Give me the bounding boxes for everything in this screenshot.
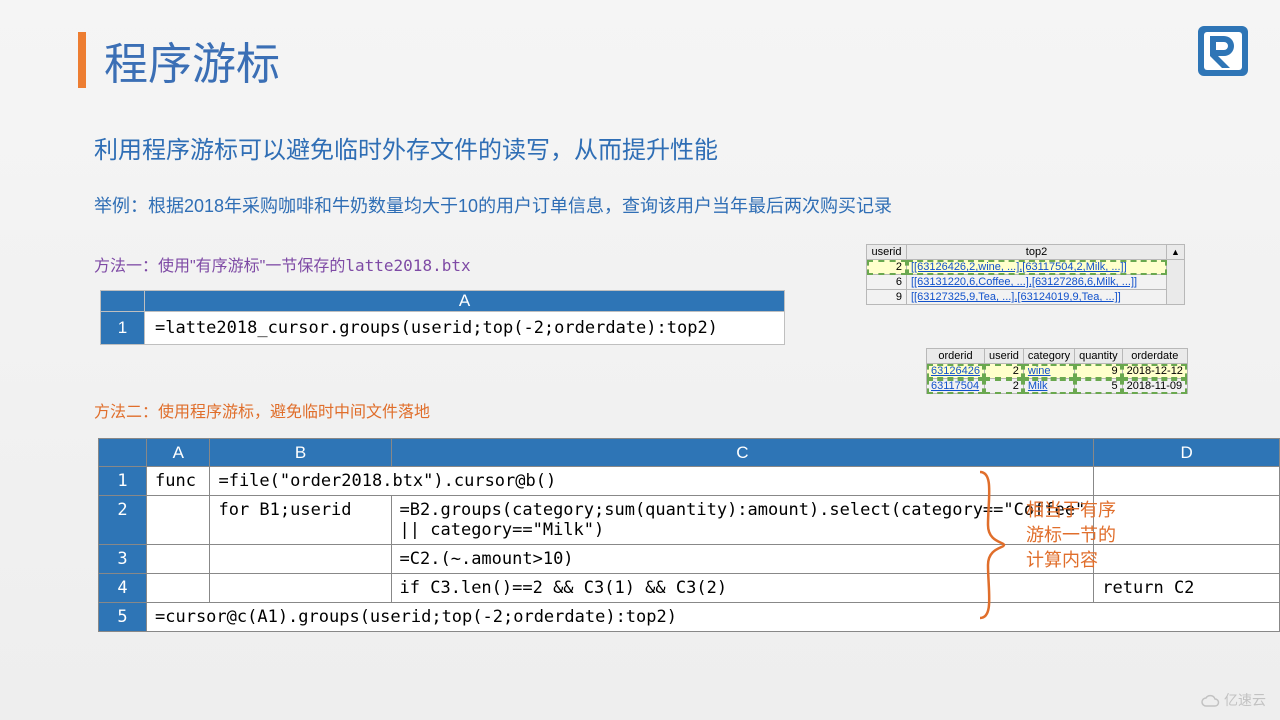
- cell-D2: [1094, 496, 1280, 545]
- cell: 9: [1075, 364, 1123, 379]
- top2-cell[interactable]: [[63127325,9,Tea, ...],[63124019,9,Tea, …: [907, 290, 1167, 305]
- col-quantity: quantity: [1075, 349, 1123, 364]
- result-table-2: orderid userid category quantity orderda…: [926, 348, 1188, 394]
- col-top2: top2: [907, 245, 1167, 260]
- col-orderid: orderid: [927, 349, 985, 364]
- cloud-icon: [1200, 692, 1220, 708]
- col-userid: userid: [984, 349, 1023, 364]
- example-text: 举例：根据2018年采购咖啡和牛奶数量均大于10的用户订单信息，查询该用户当年最…: [94, 192, 892, 218]
- cell[interactable]: 63126426: [927, 364, 985, 379]
- cell: 2: [984, 379, 1023, 394]
- cell-B1: =file("order2018.btx").cursor@b(): [210, 467, 1094, 496]
- method1-prefix: 方法一：使用"有序游标"一节保存的: [94, 258, 345, 275]
- cell-D3: [1094, 545, 1280, 574]
- cell-D1: [1094, 467, 1280, 496]
- cell-A1: func: [147, 467, 210, 496]
- cell-A4: [147, 574, 210, 603]
- result-table-1: userid top2 ▲ 2[[63126426,2,wine, ...],[…: [866, 244, 1185, 305]
- watermark: 亿速云: [1200, 690, 1266, 710]
- col-userid: userid: [867, 245, 907, 260]
- page-title: 程序游标: [104, 28, 280, 92]
- cell-B2: for B1;userid: [210, 496, 391, 545]
- method2-label: 方法二：使用程序游标，避免临时中间文件落地: [94, 398, 430, 422]
- row-num: 1: [101, 312, 145, 345]
- col-orderdate: orderdate: [1122, 349, 1187, 364]
- corner-cell: [99, 439, 147, 467]
- title-wrap: 程序游标: [78, 28, 280, 92]
- cell-A3: [147, 545, 210, 574]
- cell[interactable]: Milk: [1023, 379, 1074, 394]
- scroll-up-icon[interactable]: ▲: [1167, 245, 1185, 260]
- cell[interactable]: wine: [1023, 364, 1074, 379]
- col-A: A: [147, 439, 210, 467]
- top2-cell[interactable]: [[63131220,6,Coffee, ...],[63127286,6,Mi…: [907, 275, 1167, 290]
- cell: 5: [1075, 379, 1123, 394]
- brace-note: 相当于有序 游标一节的 计算内容: [1026, 498, 1116, 574]
- row-num: 5: [99, 603, 147, 632]
- watermark-text: 亿速云: [1224, 690, 1266, 710]
- col-C: C: [391, 439, 1094, 467]
- scrollbar[interactable]: [1167, 260, 1185, 305]
- col-header: A: [145, 291, 785, 312]
- brace-icon: [972, 470, 1012, 620]
- note-line3: 计算内容: [1026, 548, 1116, 573]
- col-B: B: [210, 439, 391, 467]
- cell: 2018-11-09: [1122, 379, 1187, 394]
- cell-A5: =cursor@c(A1).groups(userid;top(-2;order…: [147, 603, 1280, 632]
- cell-B3: [210, 545, 391, 574]
- corner-cell: [101, 291, 145, 312]
- row-num: 2: [99, 496, 147, 545]
- uid-cell: 2: [867, 260, 907, 275]
- row-num: 4: [99, 574, 147, 603]
- code-table-1: A 1=latte2018_cursor.groups(userid;top(-…: [100, 290, 785, 345]
- cell: 2: [984, 364, 1023, 379]
- cell: 2018-12-12: [1122, 364, 1187, 379]
- cell-D4: return C2: [1094, 574, 1280, 603]
- col-category: category: [1023, 349, 1074, 364]
- subtitle: 利用程序游标可以避免临时外存文件的读写，从而提升性能: [94, 130, 718, 165]
- method1-filename: latte2018.btx: [345, 256, 470, 275]
- cell-B4: [210, 574, 391, 603]
- note-line1: 相当于有序: [1026, 498, 1116, 523]
- code-cell: =latte2018_cursor.groups(userid;top(-2;o…: [145, 312, 785, 345]
- uid-cell: 9: [867, 290, 907, 305]
- cell-A2: [147, 496, 210, 545]
- col-D: D: [1094, 439, 1280, 467]
- title-accent-bar: [78, 32, 86, 88]
- note-line2: 游标一节的: [1026, 523, 1116, 548]
- cell[interactable]: 63117504: [927, 379, 985, 394]
- logo: [1196, 24, 1250, 83]
- top2-cell[interactable]: [[63126426,2,wine, ...],[63117504,2,Milk…: [907, 260, 1167, 275]
- method1-label: 方法一：使用"有序游标"一节保存的latte2018.btx: [94, 252, 471, 276]
- row-num: 3: [99, 545, 147, 574]
- row-num: 1: [99, 467, 147, 496]
- uid-cell: 6: [867, 275, 907, 290]
